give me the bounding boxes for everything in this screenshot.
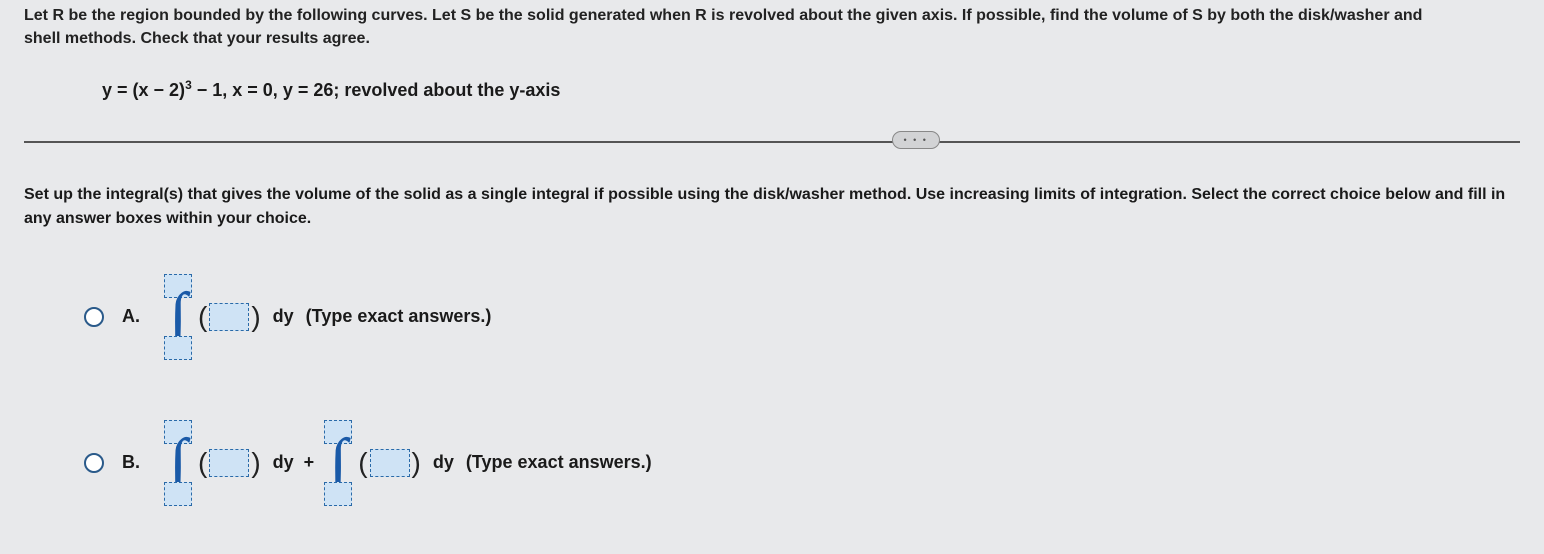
choice-b-hint: (Type exact answers.) (466, 452, 652, 473)
choice-b-row: B. ∫ () dy + ∫ ( (84, 420, 1520, 506)
integral-symbol: ∫ (324, 420, 352, 506)
integrand-paren: () (198, 301, 261, 333)
choice-a-radio[interactable] (84, 307, 104, 327)
integral-glyph: ∫ (169, 294, 187, 340)
integrand-input[interactable] (209, 449, 249, 477)
choice-a-hint: (Type exact answers.) (306, 306, 492, 327)
integrand-paren: () (198, 447, 261, 479)
lower-limit-input[interactable] (324, 482, 352, 506)
lower-limit-input[interactable] (164, 482, 192, 506)
divider-ellipsis[interactable]: • • • (892, 131, 940, 149)
choice-b-radio[interactable] (84, 453, 104, 473)
choice-a-row: A. ∫ () dy (Type exact answers.) (84, 274, 1520, 360)
choice-a-integral: ∫ () dy (Type exact answers.) (164, 274, 491, 360)
intro-line-2: shell methods. Check that your results a… (24, 30, 370, 47)
integral-symbol: ∫ (164, 274, 192, 360)
choice-a-label: A. (122, 306, 146, 327)
choice-list: A. ∫ () dy (Type exact answers.) B. (84, 274, 1520, 506)
integrand-paren: () (358, 447, 421, 479)
integral-glyph: ∫ (329, 440, 347, 486)
choice-b-integral-1: ∫ () dy + (164, 420, 318, 506)
integrand-input[interactable] (370, 449, 410, 477)
equation: y = (x − 2)3 − 1, x = 0, y = 26; revolve… (102, 78, 1520, 101)
choice-b-label: B. (122, 452, 146, 473)
section-divider (24, 141, 1520, 143)
integral-glyph: ∫ (169, 440, 187, 486)
lower-limit-input[interactable] (164, 336, 192, 360)
choice-b-diff-1: dy (273, 452, 294, 473)
integrand-input[interactable] (209, 303, 249, 331)
instruction-text: Set up the integral(s) that gives the vo… (24, 183, 1520, 229)
problem-intro: Let R be the region bounded by the follo… (24, 4, 1520, 50)
intro-line-1: Let R be the region bounded by the follo… (24, 7, 1422, 24)
choice-b-integral-2: ∫ () dy (Type exact answers.) (324, 420, 651, 506)
plus-sign: + (304, 452, 315, 473)
choice-b-diff-2: dy (433, 452, 454, 473)
choice-a-diff: dy (273, 306, 294, 327)
integral-symbol: ∫ (164, 420, 192, 506)
